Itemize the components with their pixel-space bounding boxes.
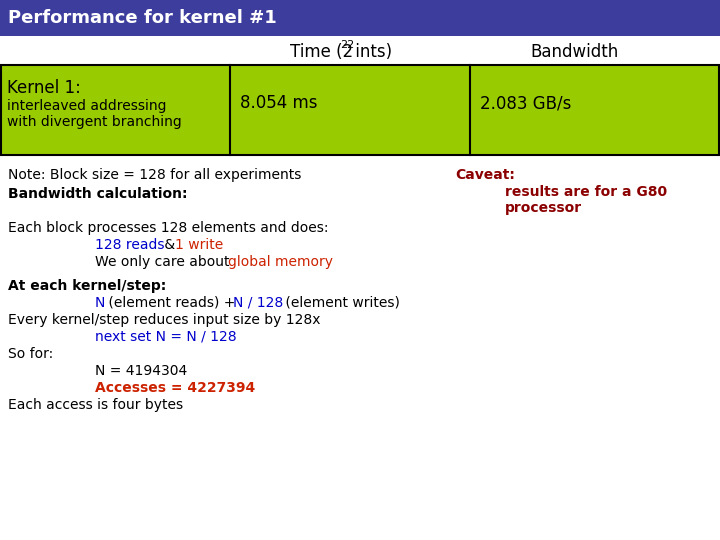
Bar	[0, 0, 720, 36]
Text: Note: Block size = 128 for all experiments: Note: Block size = 128 for all experimen…	[8, 168, 302, 182]
Text: We only care about: We only care about	[95, 255, 234, 269]
Text: 22: 22	[340, 40, 354, 50]
Text: 1 write: 1 write	[175, 238, 223, 252]
Text: Every kernel/step reduces input size by 128x: Every kernel/step reduces input size by …	[8, 313, 320, 327]
Text: Bandwidth calculation:: Bandwidth calculation:	[8, 187, 187, 201]
Text: results are for a G80: results are for a G80	[505, 185, 667, 199]
Text: global memory: global memory	[228, 255, 333, 269]
Text: &: &	[160, 238, 179, 252]
Text: N = 4194304: N = 4194304	[95, 364, 187, 378]
Text: Performance for kernel #1: Performance for kernel #1	[8, 9, 276, 27]
Text: Caveat:: Caveat:	[455, 168, 515, 182]
Text: 2.083 GB/s: 2.083 GB/s	[480, 94, 572, 112]
Text: with divergent branching: with divergent branching	[7, 115, 181, 129]
Text: Each block processes 128 elements and does:: Each block processes 128 elements and do…	[8, 221, 328, 235]
Text: (element reads) +: (element reads) +	[104, 296, 240, 310]
Text: next set N = N / 128: next set N = N / 128	[95, 330, 237, 344]
Text: (element writes): (element writes)	[281, 296, 400, 310]
Text: So for:: So for:	[8, 347, 53, 361]
Text: At each kernel/step:: At each kernel/step:	[8, 279, 166, 293]
Text: Each access is four bytes: Each access is four bytes	[8, 398, 183, 412]
Bar	[1, 65, 719, 155]
Text: Kernel 1:: Kernel 1:	[7, 79, 81, 97]
Text: interleaved addressing: interleaved addressing	[7, 99, 166, 113]
Text: Time (2: Time (2	[290, 43, 353, 61]
Text: N: N	[95, 296, 105, 310]
Text: Bandwidth: Bandwidth	[530, 43, 618, 61]
Text: 128 reads: 128 reads	[95, 238, 164, 252]
Text: ints): ints)	[350, 43, 392, 61]
Text: N / 128: N / 128	[233, 296, 283, 310]
Text: 8.054 ms: 8.054 ms	[240, 94, 318, 112]
Text: processor: processor	[505, 201, 582, 215]
Text: Accesses = 4227394: Accesses = 4227394	[95, 381, 256, 395]
